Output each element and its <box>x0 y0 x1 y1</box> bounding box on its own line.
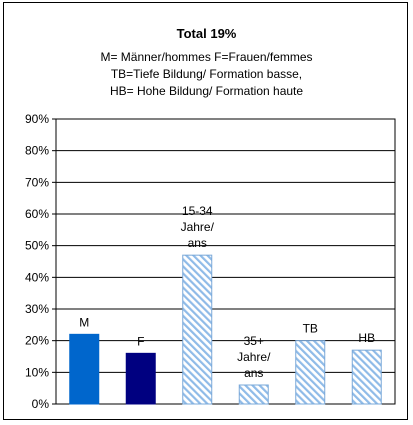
chart-title: Total 19% <box>176 26 237 41</box>
chart-subtitle-line-1: M= Männer/hommes F=Frauen/femmes <box>100 50 313 64</box>
bar-label: HB <box>358 331 375 345</box>
y-tick-label: 30% <box>25 302 49 316</box>
bar <box>238 384 269 405</box>
bar-label: 15-34 <box>182 204 213 218</box>
bar-label: Jahre/ <box>237 350 271 364</box>
chart-subtitle-line-2: TB=Tiefe Bildung/ Formation basse, <box>110 67 303 81</box>
y-tick-label: 70% <box>25 175 49 189</box>
y-tick-label: 0% <box>32 397 50 411</box>
bar <box>182 254 213 405</box>
y-tick-label: 50% <box>25 239 49 253</box>
bar <box>351 349 382 405</box>
bar <box>295 340 326 405</box>
y-tick-label: 40% <box>25 270 49 284</box>
chart-subtitle-line-3: HB= Hohe Bildung/ Formation haute <box>109 84 304 98</box>
y-tick-label: 10% <box>25 365 49 379</box>
bar <box>125 352 156 405</box>
y-tick-label: 60% <box>25 207 49 221</box>
y-tick-label: 20% <box>25 334 49 348</box>
bar-label: F <box>137 334 144 348</box>
y-tick-label: 90% <box>25 112 49 126</box>
plot-area <box>55 118 396 405</box>
bar-label: TB <box>303 322 318 336</box>
bar-label: ans <box>188 236 207 250</box>
bar-label: ans <box>244 366 263 380</box>
y-tick-label: 80% <box>25 144 49 158</box>
bar-label: 35+ <box>244 334 264 348</box>
bar-label: Jahre/ <box>181 220 215 234</box>
bar <box>69 333 100 405</box>
bar-label: M <box>79 315 89 329</box>
